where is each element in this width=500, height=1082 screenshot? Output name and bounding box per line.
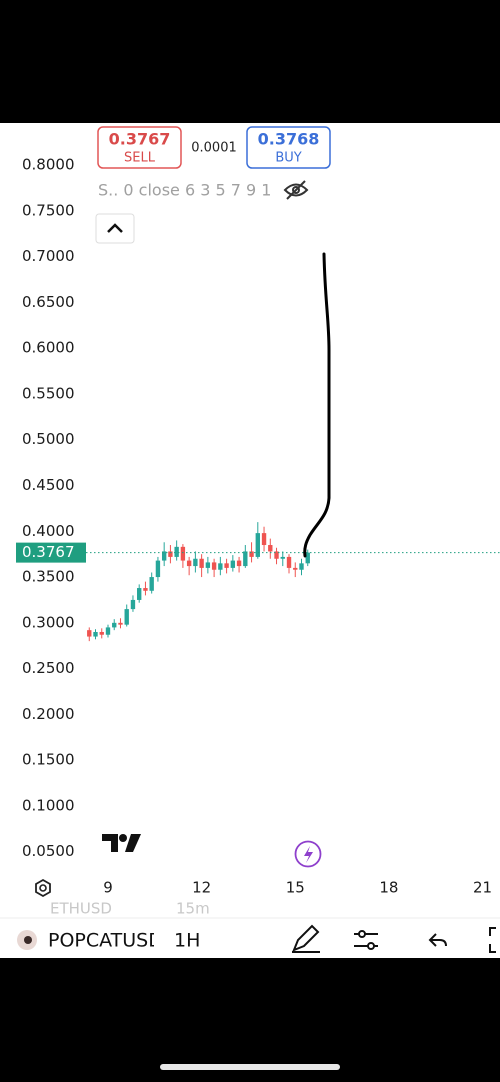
candle-body [105, 627, 111, 635]
candle-body [243, 551, 248, 567]
candle-body [274, 551, 279, 559]
candle-body [180, 546, 186, 561]
x-tick-label: 9 [103, 879, 113, 897]
y-tick-label: 0.0500 [22, 842, 75, 860]
undo-icon[interactable] [428, 933, 447, 947]
candle-body [293, 567, 298, 570]
y-tick-label: 0.1500 [22, 751, 75, 769]
symbol-clip: POPCATUSD [48, 930, 163, 952]
y-tick-label: 0.6000 [22, 339, 75, 357]
settings-icon[interactable] [35, 878, 51, 898]
candle-body [211, 562, 217, 570]
indicator-legend: S.. 0 close 6 3 5 7 9 1 [98, 181, 271, 200]
candle-body [286, 556, 292, 568]
plot [86, 522, 500, 642]
bottom-bar [0, 958, 500, 1082]
home-indicator [160, 1064, 340, 1070]
y-tick-label: 0.4000 [22, 522, 75, 540]
candle-body [174, 546, 179, 557]
buy-button[interactable] [246, 126, 331, 169]
lightning-icon [304, 846, 313, 863]
candle-body [236, 560, 242, 567]
y-tick-label: 0.7000 [22, 247, 75, 265]
candle-body [149, 577, 154, 591]
candle-body [99, 631, 104, 635]
y-tick-label: 0.8000 [22, 156, 75, 174]
buy-price: 0.3768 [258, 130, 320, 149]
candle-body [230, 560, 236, 568]
y-tick-label: 0.1000 [22, 796, 75, 814]
draw-icon[interactable] [292, 924, 320, 953]
toolbar-interval[interactable]: 1H [174, 930, 200, 952]
symbol-avatar-eye [24, 936, 32, 944]
toolbar-icons [292, 924, 496, 953]
settings-icon-center [39, 884, 47, 892]
candle-body [205, 562, 211, 568]
candle-body [130, 599, 136, 610]
toolbar-symbol[interactable]: POPCATUSD [48, 930, 163, 952]
candle-body [87, 630, 92, 637]
sell-button[interactable] [97, 126, 182, 169]
y-tick-label: 0.2000 [22, 705, 75, 723]
sell-price: 0.3767 [109, 130, 171, 149]
toolbar [0, 918, 500, 958]
hide-icon[interactable] [283, 180, 309, 200]
y-tick-label: 0.5500 [22, 384, 75, 402]
tradingview-logo [102, 834, 141, 852]
chart-area [0, 123, 500, 958]
last-price-label: 0.3767 [22, 543, 75, 561]
candle-body [255, 533, 260, 557]
y-tick-label: 0.6500 [22, 293, 75, 311]
sell-label: SELL [124, 151, 156, 166]
hand-drawn-line [303, 252, 331, 558]
candle-body [143, 588, 148, 591]
y-tick-label: 0.7500 [22, 201, 75, 219]
indicators-knob-2 [367, 942, 375, 950]
candle-body [224, 563, 229, 568]
candle-body [118, 622, 123, 625]
candle-body [93, 631, 98, 637]
candle-body [137, 588, 142, 600]
candle-body [299, 563, 304, 570]
caret-icon [107, 223, 123, 233]
indicators-knob-1 [358, 930, 366, 938]
candle-body [155, 560, 161, 578]
x-tick-label: 18 [379, 879, 398, 897]
candle-body [193, 558, 198, 567]
last-price-box [16, 542, 86, 563]
y-tick-label: 0.3000 [22, 613, 75, 631]
candle-body [161, 551, 167, 561]
candle-body [199, 558, 204, 568]
candle-body [268, 545, 273, 552]
candle-body [261, 533, 267, 546]
candle-body [218, 563, 223, 570]
candle-body [305, 552, 310, 564]
x-tick-label: 12 [192, 879, 211, 897]
fullscreen-icon[interactable] [489, 927, 496, 953]
candle-body [124, 609, 129, 625]
faded-symbol: ETHUSD [50, 900, 112, 918]
status-bar [0, 0, 500, 123]
x-tick-label: 15 [286, 879, 305, 897]
axes: 0.8000 0.7500 0.7000 0.6500 0.6000 0.5500 0.50… [22, 156, 492, 897]
y-tick-label: 0.5000 [22, 430, 75, 448]
buy-label: BUY [275, 151, 301, 166]
collapse-button[interactable] [95, 213, 135, 244]
y-tick-label: 0.2500 [22, 659, 75, 677]
candle-body [186, 560, 192, 567]
x-tick-label: 21 [473, 879, 492, 897]
spread: 0.0001 [191, 141, 237, 156]
y-tick-label: 0.4500 [22, 476, 75, 494]
candle-body [168, 551, 173, 557]
candle-body [249, 551, 254, 557]
candle-body [280, 556, 285, 559]
faded-interval: 15m [176, 900, 210, 918]
y-tick-label: 0.3500 [22, 568, 75, 586]
candle-body [112, 622, 117, 628]
